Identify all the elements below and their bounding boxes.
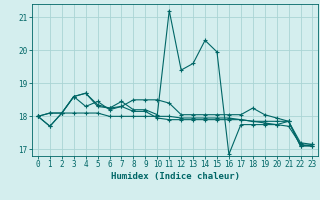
X-axis label: Humidex (Indice chaleur): Humidex (Indice chaleur) (111, 172, 240, 181)
